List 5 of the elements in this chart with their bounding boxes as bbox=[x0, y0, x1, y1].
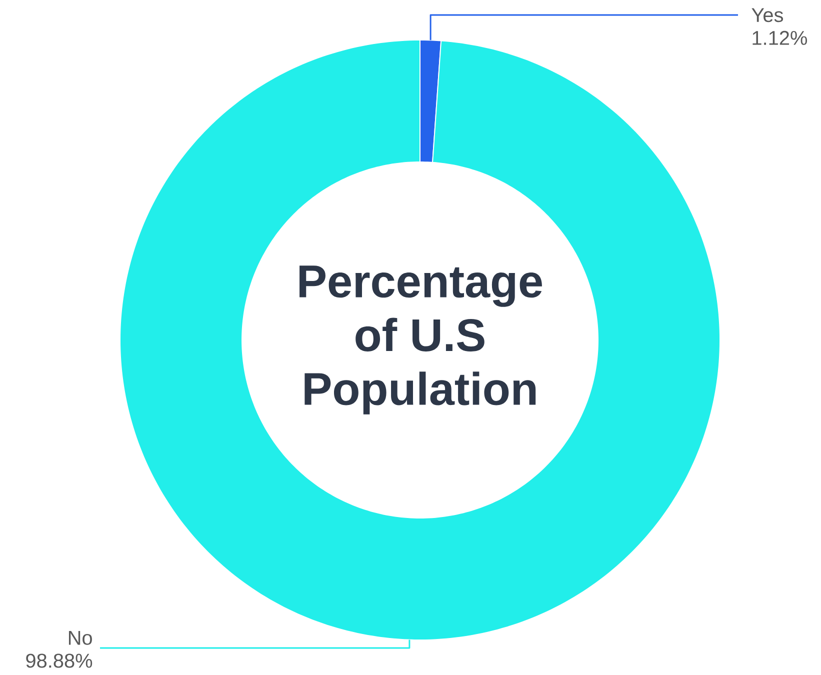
data-label: 98.88% bbox=[26, 654, 92, 668]
data-label: 1.12% bbox=[752, 30, 807, 45]
slice-label: No bbox=[68, 630, 92, 645]
text: Percentage of U.S Population bbox=[300, 266, 542, 414]
slice-label: Yes bbox=[752, 8, 783, 22]
